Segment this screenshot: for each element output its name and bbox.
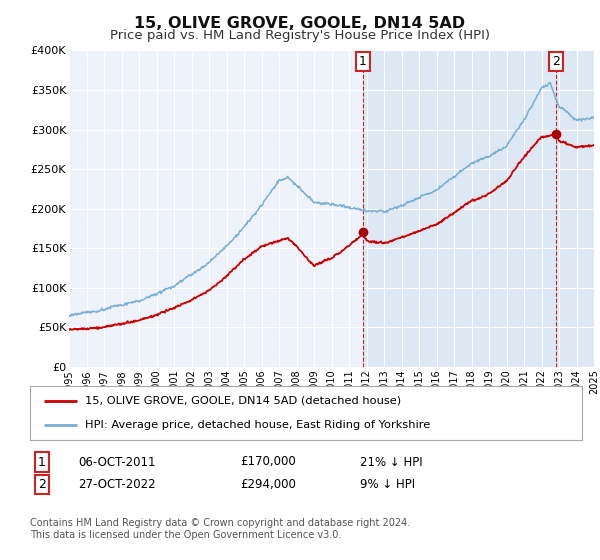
Bar (363, 50, 594, 367)
Text: 15, OLIVE GROVE, GOOLE, DN14 5AD: 15, OLIVE GROVE, GOOLE, DN14 5AD (134, 16, 466, 31)
Text: Contains HM Land Registry data © Crown copyright and database right 2024.
This d: Contains HM Land Registry data © Crown c… (30, 518, 410, 540)
Text: 15, OLIVE GROVE, GOOLE, DN14 5AD (detached house): 15, OLIVE GROVE, GOOLE, DN14 5AD (detach… (85, 396, 401, 406)
Text: 21% ↓ HPI: 21% ↓ HPI (360, 455, 422, 469)
Text: HPI: Average price, detached house, East Riding of Yorkshire: HPI: Average price, detached house, East… (85, 420, 430, 430)
Text: 06-OCT-2011: 06-OCT-2011 (78, 455, 155, 469)
Text: Price paid vs. HM Land Registry's House Price Index (HPI): Price paid vs. HM Land Registry's House … (110, 29, 490, 42)
Text: 9% ↓ HPI: 9% ↓ HPI (360, 478, 415, 491)
Text: 1: 1 (359, 55, 367, 68)
Text: 1: 1 (38, 455, 46, 469)
Text: £170,000: £170,000 (240, 455, 296, 469)
Text: 2: 2 (38, 478, 46, 491)
Text: £294,000: £294,000 (240, 478, 296, 491)
Text: 2: 2 (552, 55, 560, 68)
Text: 27-OCT-2022: 27-OCT-2022 (78, 478, 155, 491)
